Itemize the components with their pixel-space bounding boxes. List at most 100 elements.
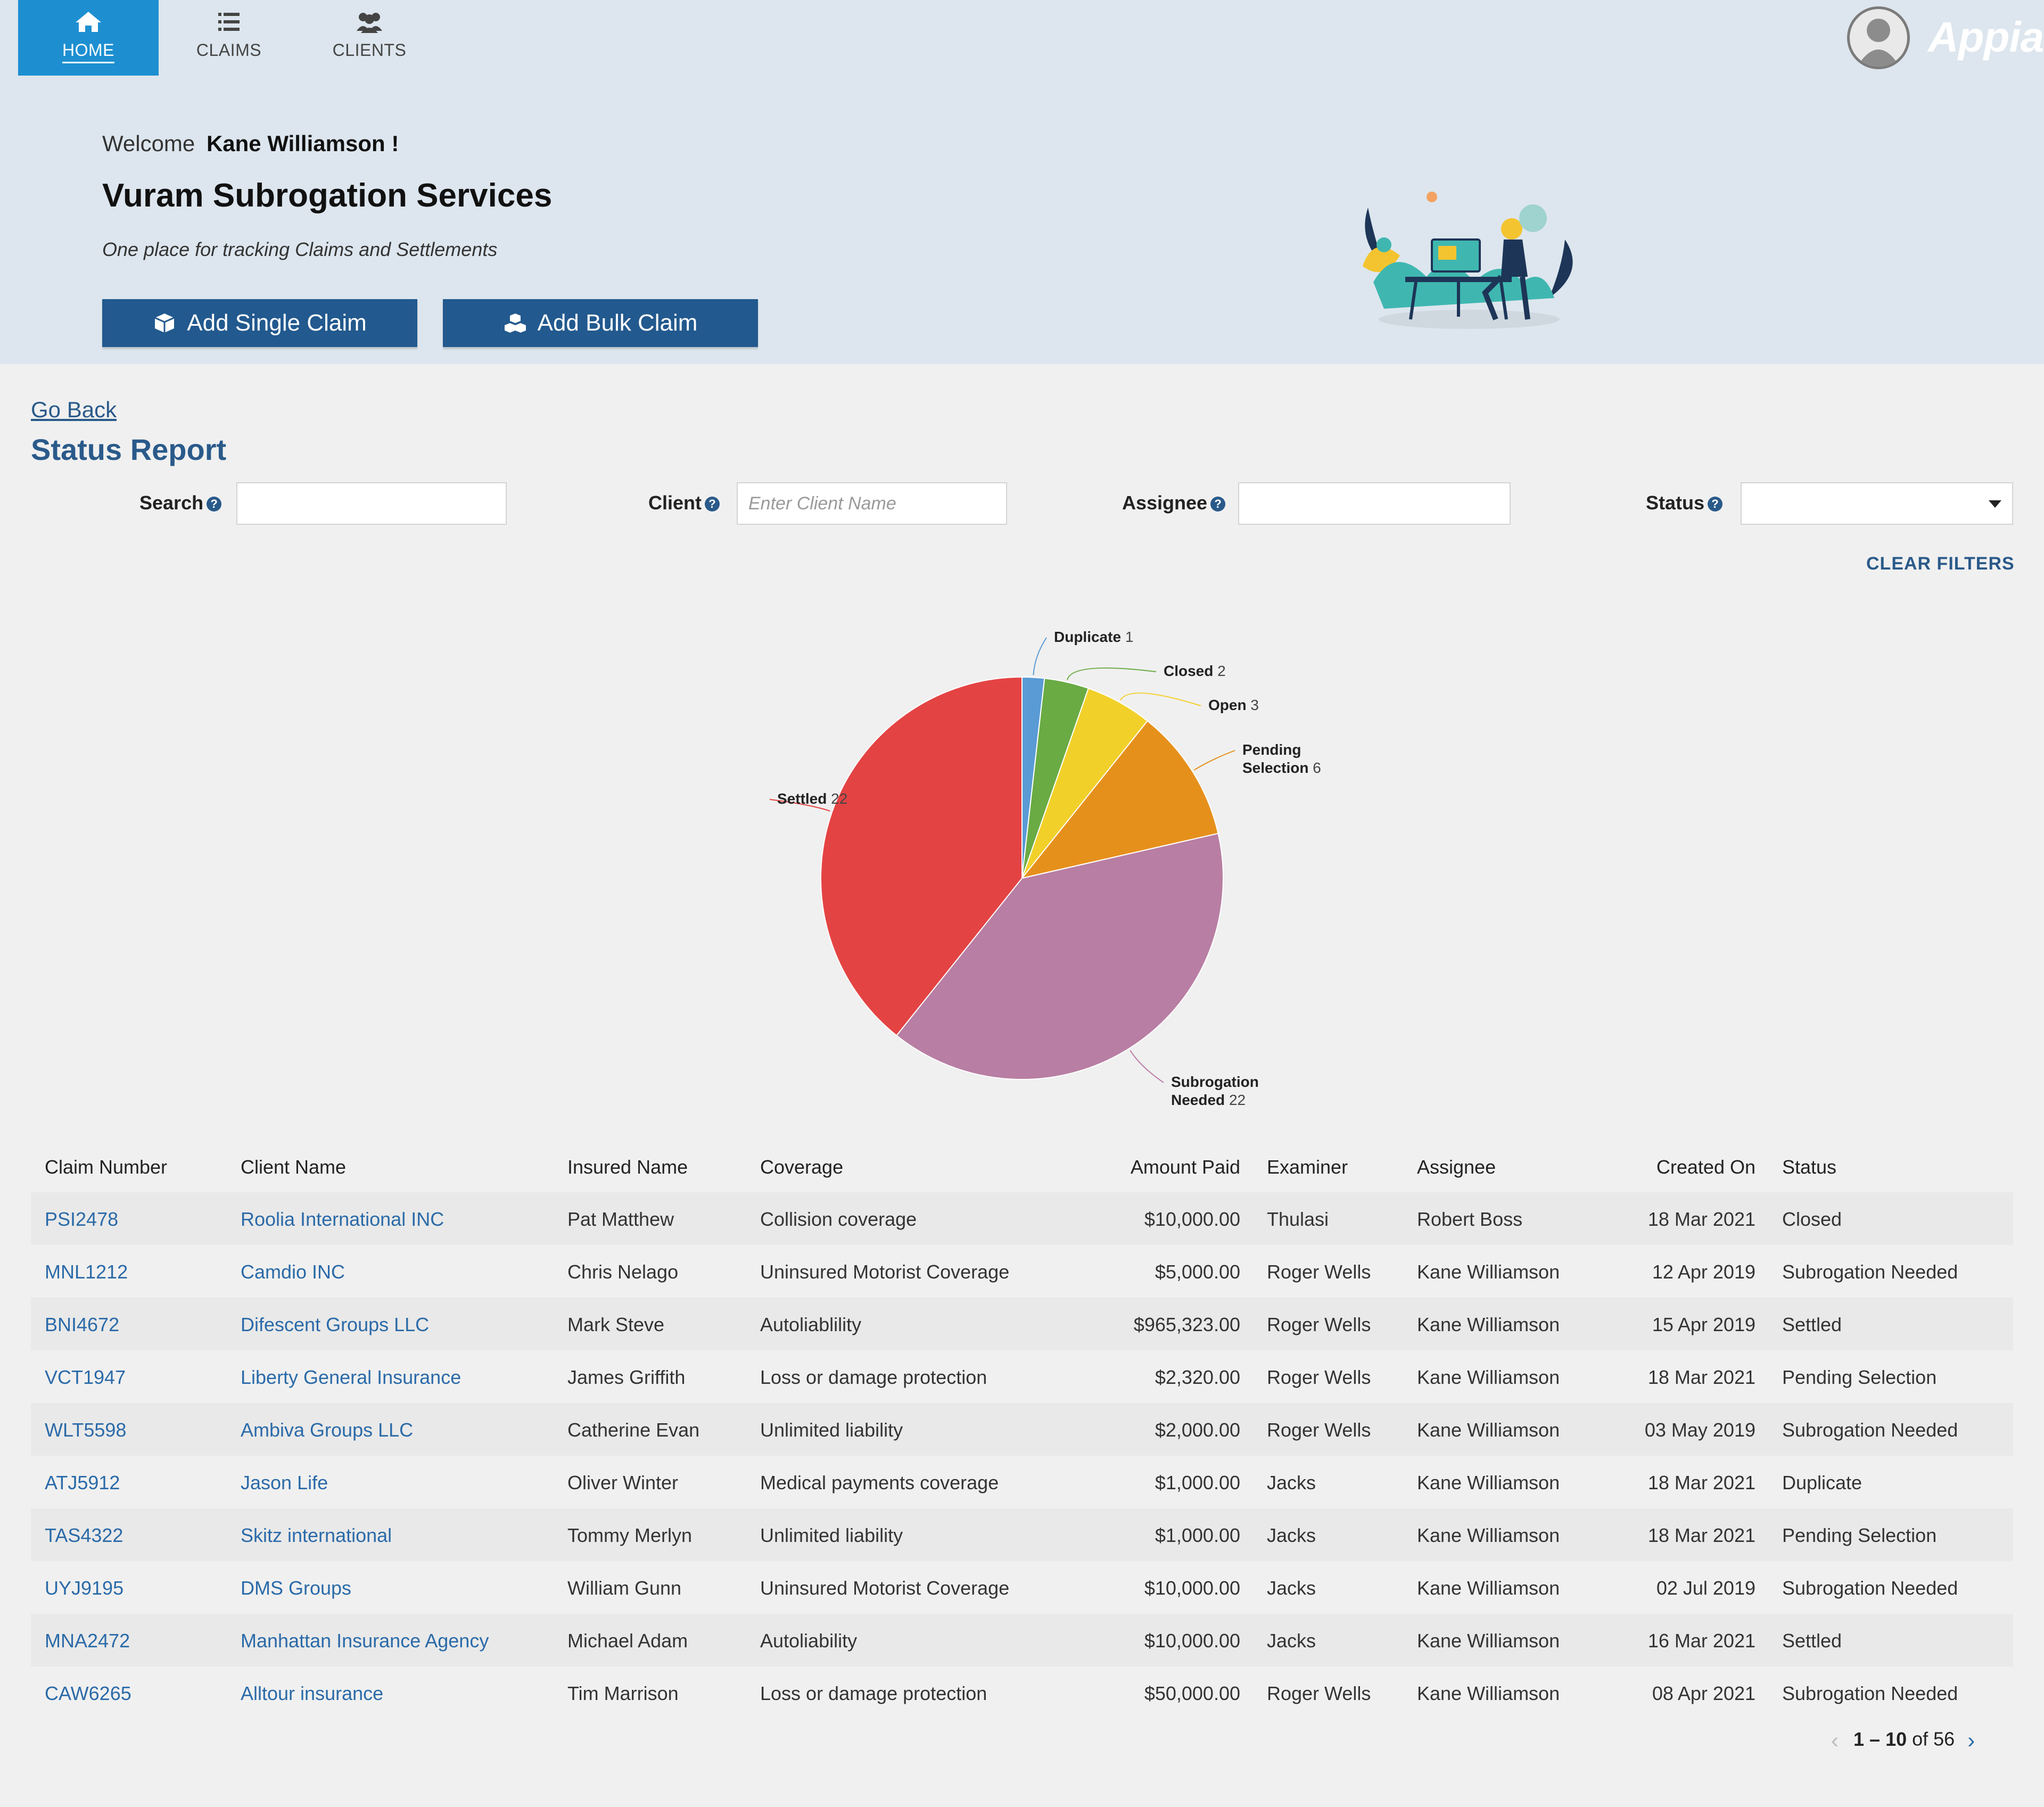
column-header[interactable]: Status bbox=[1782, 1156, 1837, 1178]
table-cell: Tim Marrison bbox=[567, 1682, 679, 1704]
client-name-link[interactable]: Difescent Groups LLC bbox=[241, 1314, 430, 1335]
pie-leader-line bbox=[1130, 1050, 1164, 1083]
claim-number-link[interactable]: PSI2478 bbox=[45, 1208, 119, 1230]
client-name-link[interactable]: Ambiva Groups LLC bbox=[241, 1419, 414, 1441]
table-row[interactable]: ATJ5912 Jason Life Oliver Winter Medical pa… bbox=[31, 1456, 2013, 1508]
table-cell: Subrogation Needed bbox=[1782, 1577, 1958, 1599]
pie-slice-pending-selection[interactable] bbox=[1020, 720, 1219, 879]
table-cell: Catherine Evan bbox=[567, 1419, 700, 1441]
go-back-link[interactable]: Go Back bbox=[31, 397, 117, 422]
help-icon[interactable]: ? bbox=[705, 497, 720, 512]
pie-leader-line bbox=[1193, 750, 1235, 771]
claim-number-link[interactable]: MNA2472 bbox=[45, 1630, 130, 1652]
search-label-text: Search bbox=[139, 492, 204, 514]
column-header[interactable]: Examiner bbox=[1267, 1156, 1348, 1178]
add-bulk-claim-button[interactable]: Add Bulk Claim bbox=[443, 299, 758, 347]
pie-label: Duplicate 1 bbox=[1054, 629, 1133, 645]
tab-home[interactable]: HOME bbox=[18, 0, 159, 76]
claim-number-link[interactable]: CAW6265 bbox=[45, 1682, 131, 1704]
search-input[interactable] bbox=[236, 482, 507, 525]
column-header[interactable]: Amount Paid bbox=[1130, 1156, 1240, 1178]
table-row[interactable]: MNL1212 Camdio INC Chris Nelago Uninsured M… bbox=[31, 1245, 2013, 1298]
column-header[interactable]: Client Name bbox=[241, 1156, 347, 1178]
table-cell: 02 Jul 2019 bbox=[1656, 1577, 1755, 1599]
client-name-link[interactable]: Alltour insurance bbox=[241, 1682, 384, 1704]
user-avatar[interactable] bbox=[1847, 6, 1910, 69]
table-cell: 08 Apr 2021 bbox=[1652, 1682, 1755, 1704]
clear-filters-button[interactable]: CLEAR FILTERS bbox=[1866, 554, 2015, 574]
table-row[interactable]: MNA2472 Manhattan Insurance Agency Michael… bbox=[31, 1614, 2013, 1666]
table-row[interactable]: UYJ9195 DMS Groups William Gunn Uninsured M… bbox=[31, 1561, 2013, 1614]
table-row[interactable]: BNI4672 Difescent Groups LLC Mark Steve Aut… bbox=[31, 1298, 2013, 1350]
help-icon[interactable]: ? bbox=[1210, 497, 1226, 512]
client-name-link[interactable]: Camdio INC bbox=[241, 1261, 345, 1283]
pager-total: of 56 bbox=[1912, 1728, 1955, 1750]
table-cell: Duplicate bbox=[1782, 1472, 1862, 1494]
claim-number-link[interactable]: BNI4672 bbox=[45, 1314, 120, 1335]
status-label-text: Status bbox=[1646, 492, 1705, 514]
table-cell: $50,000.00 bbox=[1144, 1682, 1240, 1704]
status-filter-label: Status? bbox=[1646, 492, 1723, 514]
column-header[interactable]: Coverage bbox=[760, 1156, 844, 1178]
table-cell: Roger Wells bbox=[1267, 1419, 1371, 1441]
list-icon bbox=[159, 10, 299, 37]
table-cell: Medical payments coverage bbox=[760, 1472, 999, 1494]
claim-number-link[interactable]: UYJ9195 bbox=[45, 1577, 124, 1599]
table-row[interactable]: PSI2478 Roolia International INC Pat Matth… bbox=[31, 1192, 2013, 1245]
claim-number-link[interactable]: MNL1212 bbox=[45, 1261, 128, 1283]
table-row[interactable]: WLT5598 Ambiva Groups LLC Catherine Evan Un… bbox=[31, 1403, 2013, 1456]
table-cell: Subrogation Needed bbox=[1782, 1261, 1958, 1283]
table-cell: Jacks bbox=[1267, 1630, 1316, 1652]
table-row[interactable]: VCT1947 Liberty General Insurance James Gr… bbox=[31, 1350, 2013, 1403]
column-header[interactable]: Insured Name bbox=[567, 1156, 688, 1178]
table-cell: James Griffith bbox=[567, 1366, 686, 1388]
table-cell: Roger Wells bbox=[1267, 1682, 1371, 1704]
pie-slice-subrogation-needed[interactable] bbox=[895, 832, 1224, 1080]
column-header[interactable]: Created On bbox=[1656, 1156, 1755, 1178]
client-name-link[interactable]: Skitz international bbox=[241, 1524, 392, 1546]
table-header: Claim Number Client Name Insured Name Cover… bbox=[31, 1139, 2013, 1192]
table-cell: Thulasi bbox=[1267, 1208, 1329, 1230]
claim-number-link[interactable]: ATJ5912 bbox=[45, 1472, 120, 1494]
next-page-icon[interactable]: › bbox=[1967, 1728, 1975, 1753]
table-cell: Subrogation Needed bbox=[1782, 1682, 1958, 1704]
table-cell: Pending Selection bbox=[1782, 1366, 1937, 1388]
add-single-claim-button[interactable]: Add Single Claim bbox=[102, 299, 417, 347]
assignee-input[interactable] bbox=[1238, 482, 1511, 525]
client-name-link[interactable]: Manhattan Insurance Agency bbox=[241, 1630, 489, 1652]
status-select[interactable] bbox=[1741, 482, 2013, 525]
pie-leader-line bbox=[1033, 637, 1047, 675]
column-header[interactable]: Assignee bbox=[1417, 1156, 1496, 1178]
search-filter-label: Search? bbox=[139, 492, 222, 514]
table-cell: Mark Steve bbox=[567, 1314, 665, 1335]
client-input[interactable] bbox=[737, 482, 1007, 525]
claim-number-link[interactable]: WLT5598 bbox=[45, 1419, 127, 1441]
table-cell: Uninsured Motorist Coverage bbox=[760, 1261, 1010, 1283]
tab-clients[interactable]: CLIENTS bbox=[299, 0, 440, 76]
client-name-link[interactable]: DMS Groups bbox=[241, 1577, 352, 1599]
pie-label: Subrogation Needed 22 bbox=[1171, 1074, 1259, 1108]
table-cell: Settled bbox=[1782, 1630, 1842, 1652]
client-name-link[interactable]: Liberty General Insurance bbox=[241, 1366, 461, 1388]
client-name-link[interactable]: Roolia International INC bbox=[241, 1208, 444, 1230]
help-icon[interactable]: ? bbox=[207, 497, 222, 512]
claim-number-link[interactable]: TAS4322 bbox=[45, 1524, 123, 1546]
help-icon[interactable]: ? bbox=[1708, 497, 1723, 512]
prev-page-icon[interactable]: ‹ bbox=[1831, 1728, 1839, 1753]
cube-icon bbox=[154, 313, 175, 333]
table-row[interactable]: TAS4322 Skitz international Tommy Merlyn Un… bbox=[31, 1508, 2013, 1561]
add-single-claim-label: Add Single Claim bbox=[187, 310, 367, 336]
pie-slice-settled[interactable] bbox=[820, 676, 1023, 1036]
table-cell: $10,000.00 bbox=[1144, 1577, 1240, 1599]
table-cell: Kane Williamson bbox=[1417, 1472, 1560, 1494]
table-row[interactable]: CAW6265 Alltour insurance Tim Marrison Loss… bbox=[31, 1666, 2013, 1719]
table-cell: Unlimited liability bbox=[760, 1419, 903, 1441]
table-cell: Settled bbox=[1782, 1314, 1842, 1335]
tab-claims[interactable]: CLAIMS bbox=[159, 0, 299, 76]
column-header[interactable]: Claim Number bbox=[45, 1156, 168, 1178]
table-cell: 18 Mar 2021 bbox=[1647, 1366, 1755, 1388]
client-name-link[interactable]: Jason Life bbox=[241, 1472, 328, 1494]
chevron-down-icon bbox=[1989, 500, 2001, 508]
claim-number-link[interactable]: VCT1947 bbox=[45, 1366, 126, 1388]
table-cell: Kane Williamson bbox=[1417, 1314, 1560, 1335]
